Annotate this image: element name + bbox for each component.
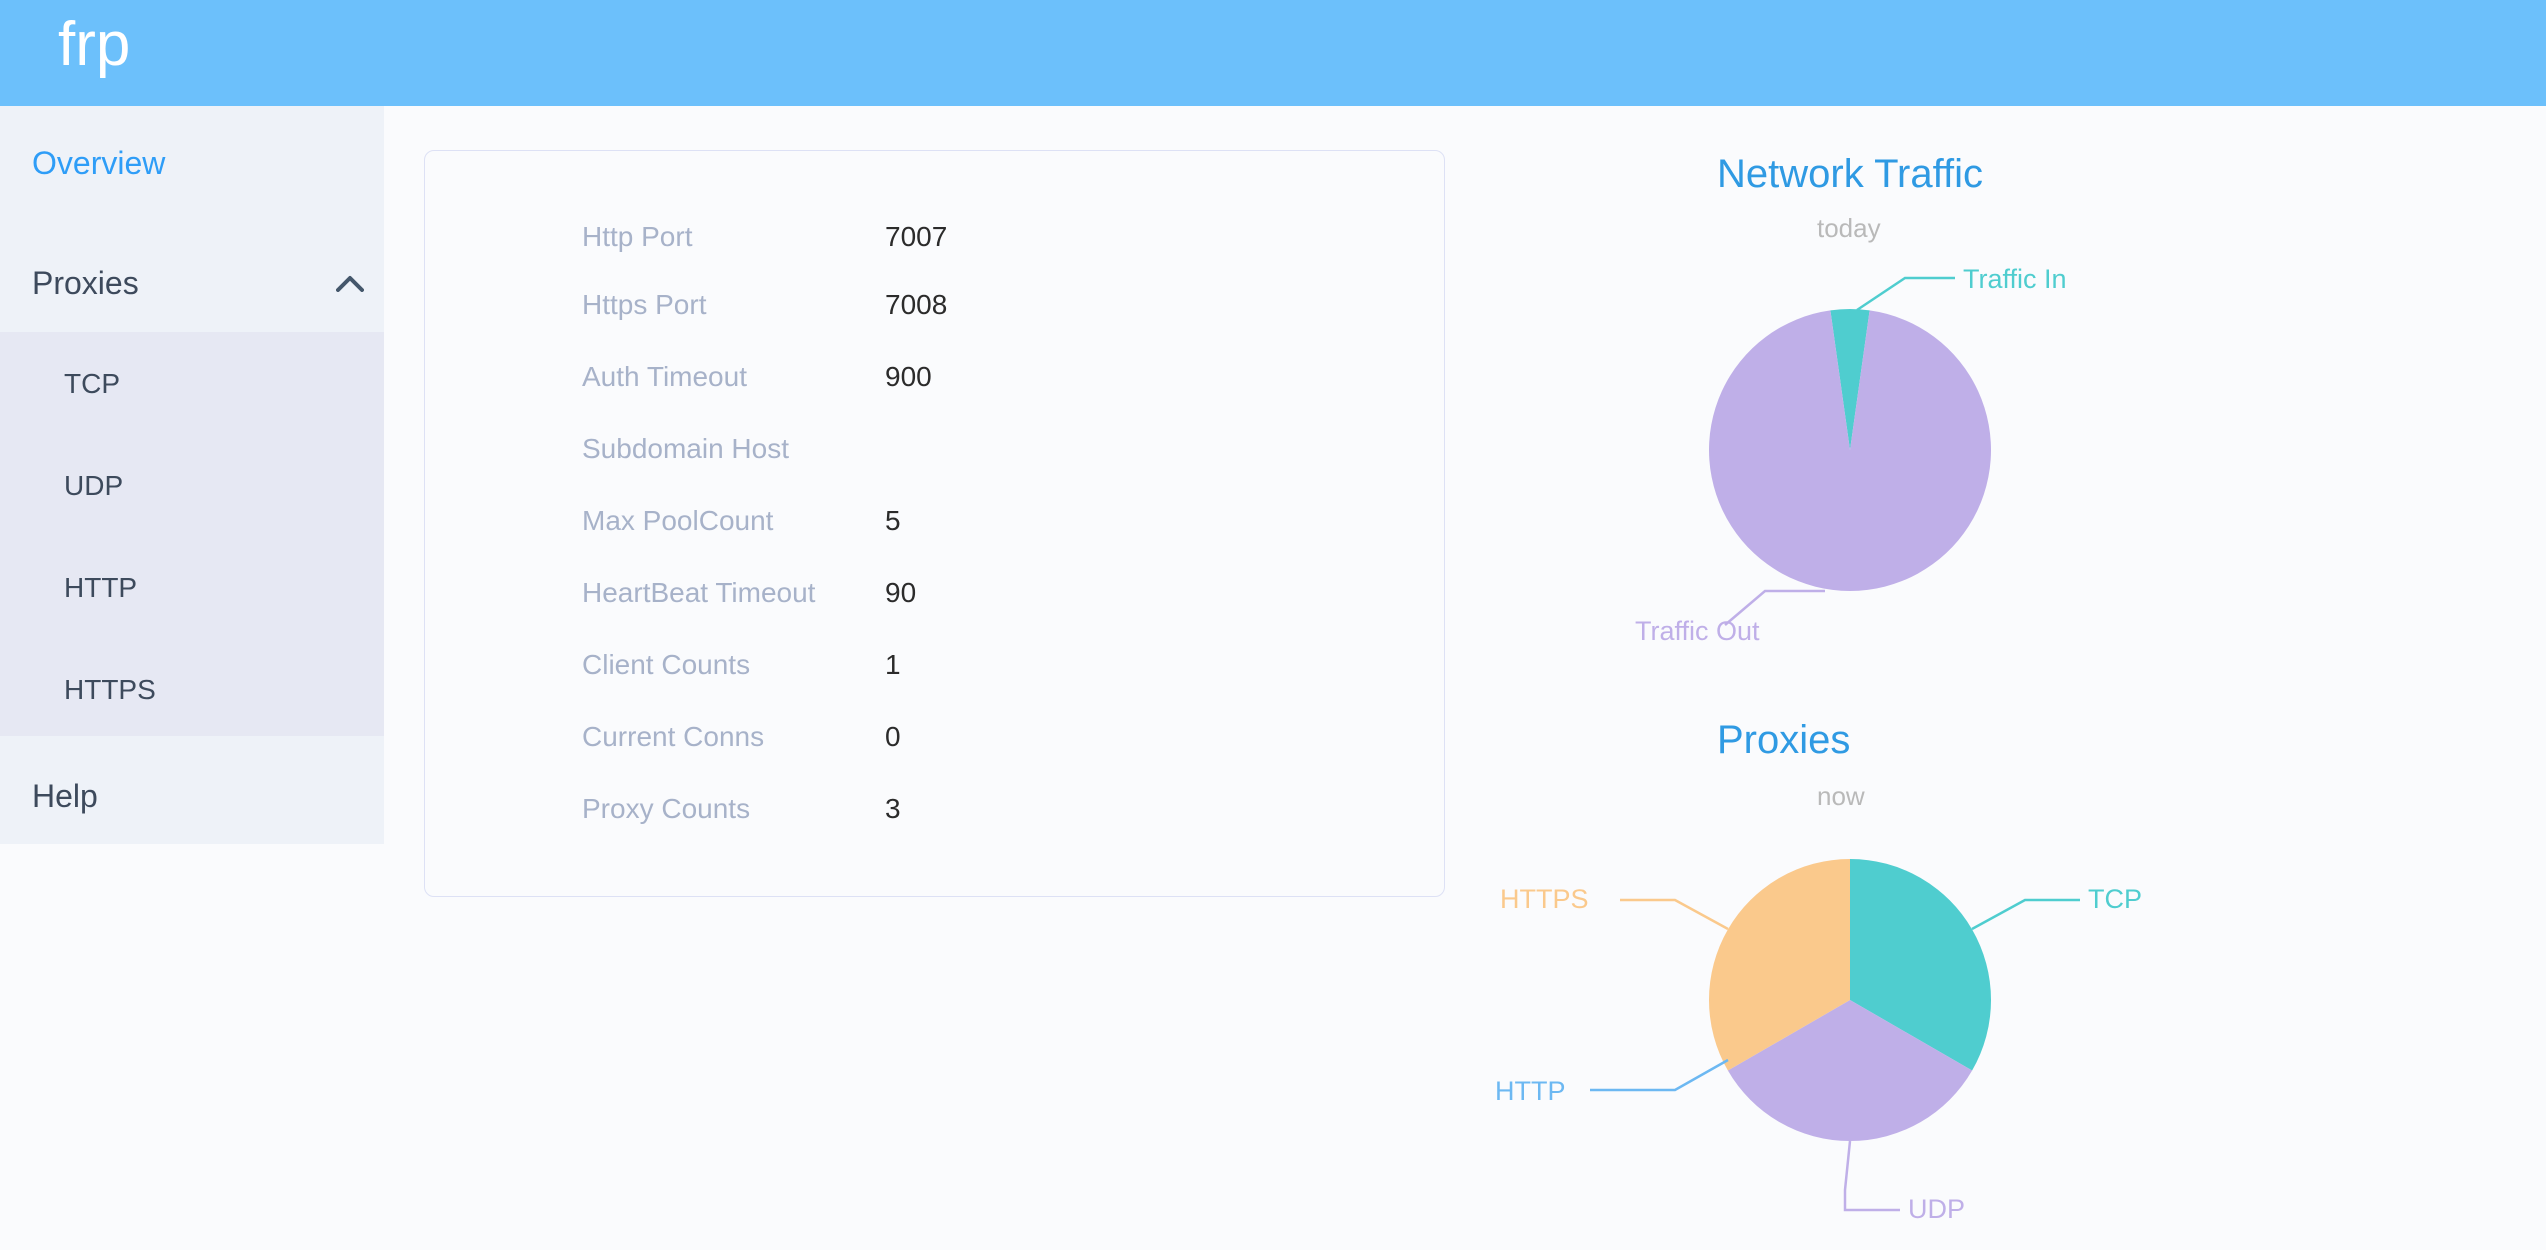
svg-text:UDP: UDP [1908, 1194, 1965, 1224]
svg-text:Traffic In: Traffic In [1963, 264, 2067, 294]
svg-text:HTTPS: HTTPS [1500, 884, 1589, 914]
svg-text:TCP: TCP [2088, 884, 2142, 914]
svg-text:HTTP: HTTP [1495, 1076, 1566, 1106]
svg-text:Traffic Out: Traffic Out [1635, 616, 1760, 646]
